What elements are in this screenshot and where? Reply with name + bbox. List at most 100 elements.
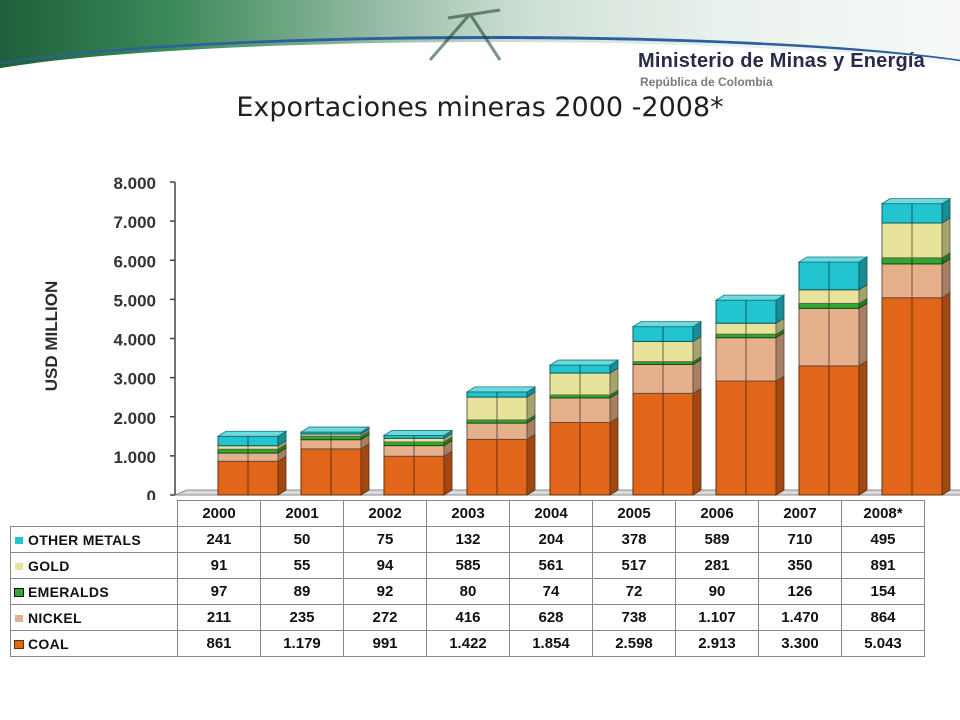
table-col-header: 2003 <box>426 500 510 527</box>
legend-swatch <box>15 537 23 545</box>
series-label: EMERALDS <box>28 583 109 600</box>
bar-segment-side <box>609 416 619 496</box>
table-col-header: 2007 <box>758 500 842 527</box>
table-row-gold: GOLD 91 55 94 585 561 517 281 350 891 <box>10 552 925 579</box>
legend-entry-gold: GOLD <box>10 552 178 579</box>
bar-segment-side <box>941 217 951 259</box>
table-cell: 2.913 <box>675 630 759 657</box>
bar-segment-side <box>941 291 951 496</box>
header-banner <box>0 0 960 95</box>
stacked-bar-chart: 0 1.000 2.000 3.000 4.000 5.000 6.000 7.000 8.00… <box>42 174 960 500</box>
bar-top <box>465 386 537 393</box>
bar-segment-side <box>941 258 951 299</box>
bar-top <box>880 198 952 205</box>
table-cell: 94 <box>343 552 427 579</box>
table-cell: 1.470 <box>758 604 842 631</box>
table-row-emeralds: EMERALDS 97 89 92 80 74 72 90 126 154 <box>10 578 925 605</box>
page-title: Exportaciones mineras 2000 -2008* <box>236 92 724 123</box>
table-cell: 241 <box>177 526 261 553</box>
table-cell: 517 <box>592 552 676 579</box>
table-cell: 126 <box>758 578 842 605</box>
bar-top <box>382 429 454 436</box>
bar-segment-side <box>360 443 370 496</box>
table-col-header: 2004 <box>509 500 593 527</box>
table-cell: 585 <box>426 552 510 579</box>
y-tick-label: 6.000 <box>113 252 156 271</box>
bar-segment-side <box>526 433 536 496</box>
banner-curve <box>0 42 960 95</box>
series-label: COAL <box>28 635 69 652</box>
table-cell: 80 <box>426 578 510 605</box>
y-tick-label: 3.000 <box>113 370 156 389</box>
table-cell: 91 <box>177 552 261 579</box>
table-cell: 495 <box>841 526 925 553</box>
bar-top <box>216 430 288 437</box>
table-cell: 561 <box>509 552 593 579</box>
y-tick-label: 2.000 <box>113 409 156 428</box>
series-label: NICKEL <box>28 609 82 626</box>
table-row-other-metals: OTHER METALS 241 50 75 132 204 378 589 7… <box>10 526 925 553</box>
table-cell: 281 <box>675 552 759 579</box>
series-label: GOLD <box>28 557 70 574</box>
table-cell: 154 <box>841 578 925 605</box>
table-row-nickel: NICKEL 211 235 272 416 628 738 1.107 1.4… <box>10 604 925 631</box>
table-cell: 97 <box>177 578 261 605</box>
table-cell: 272 <box>343 604 427 631</box>
table-cell: 589 <box>675 526 759 553</box>
table-cell: 864 <box>841 604 925 631</box>
legend-entry-other-metals: OTHER METALS <box>10 526 178 553</box>
table-col-header: 2002 <box>343 500 427 527</box>
y-tick-label: 5.000 <box>113 291 156 310</box>
table-col-header: 2006 <box>675 500 759 527</box>
bar-segment-side <box>443 450 453 496</box>
y-tick-label: 1.000 <box>113 448 156 467</box>
table-col-header: 2001 <box>260 500 344 527</box>
table-cell: 738 <box>592 604 676 631</box>
bar-segment-side <box>858 302 868 367</box>
table-cell: 72 <box>592 578 676 605</box>
bar-top <box>631 321 703 328</box>
table-cell: 416 <box>426 604 510 631</box>
republic-name: República de Colombia <box>640 75 773 89</box>
bar-segment-side <box>775 331 785 382</box>
table-cell: 74 <box>509 578 593 605</box>
y-tick-label: 8.000 <box>113 174 156 193</box>
table-cell: 92 <box>343 578 427 605</box>
bar-top <box>714 294 786 301</box>
banner-curve-line <box>0 36 960 95</box>
table-cell: 89 <box>260 578 344 605</box>
legend-entry-coal: COAL <box>10 630 178 657</box>
legend-entry-nickel: NICKEL <box>10 604 178 631</box>
table-cell: 55 <box>260 552 344 579</box>
table-cell: 235 <box>260 604 344 631</box>
table-cell: 211 <box>177 604 261 631</box>
table-cell: 350 <box>758 552 842 579</box>
table-cell: 1.854 <box>509 630 593 657</box>
series-label: OTHER METALS <box>28 531 142 548</box>
oil-pump-icon <box>428 8 502 61</box>
table-cell: 891 <box>841 552 925 579</box>
table-col-header: 2000 <box>177 500 261 527</box>
y-tick-label: 7.000 <box>113 213 156 232</box>
data-table: 2000 2001 2002 2003 2004 2005 2006 2007 … <box>10 500 925 657</box>
table-cell: 2.598 <box>592 630 676 657</box>
table-cell: 861 <box>177 630 261 657</box>
table-cell: 1.107 <box>675 604 759 631</box>
table-cell: 5.043 <box>841 630 925 657</box>
bar-segment-side <box>692 358 702 395</box>
table-cell: 991 <box>343 630 427 657</box>
y-tick-label: 4.000 <box>113 331 156 350</box>
ministry-name: Ministerio de Minas y Energía <box>638 50 925 72</box>
table-header-row: 2000 2001 2002 2003 2004 2005 2006 2007 … <box>11 500 925 527</box>
bar-segment-side <box>692 387 702 496</box>
table-cell: 50 <box>260 526 344 553</box>
y-axis-title: USD MILLION <box>42 281 61 392</box>
bar-segment-side <box>858 360 868 496</box>
table-col-header: 2005 <box>592 500 676 527</box>
bar-segment-side <box>277 455 287 496</box>
y-tick-label: 0 <box>147 487 156 500</box>
table-cell: 204 <box>509 526 593 553</box>
bar-top <box>548 359 620 366</box>
table-cell: 1.179 <box>260 630 344 657</box>
table-row-coal: COAL 861 1.179 991 1.422 1.854 2.598 2.9… <box>10 630 925 657</box>
